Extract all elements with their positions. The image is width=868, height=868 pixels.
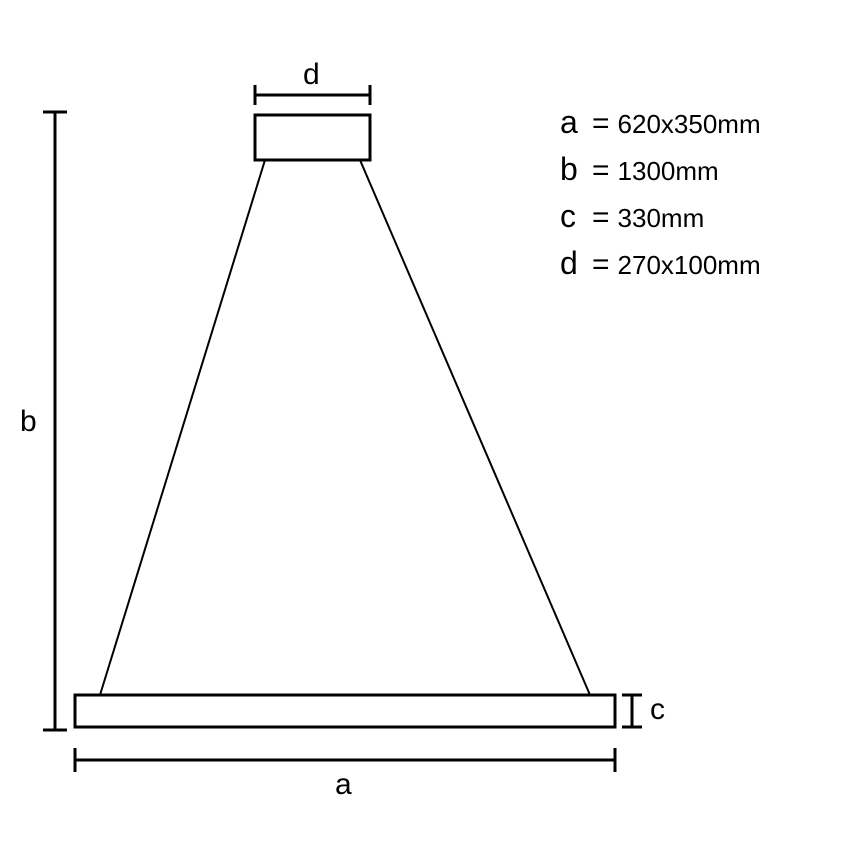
legend-row-d: d = 270x100mm	[560, 241, 761, 286]
legend-val: 270x100mm	[618, 247, 761, 283]
top-box	[255, 115, 370, 160]
legend-row-c: c = 330mm	[560, 194, 761, 239]
label-a: a	[335, 768, 352, 802]
legend-eq: =	[592, 103, 610, 145]
cable-left	[100, 160, 265, 695]
legend-key: a	[560, 100, 588, 145]
legend-val: 620x350mm	[618, 106, 761, 142]
legend-key: c	[560, 194, 588, 239]
label-d: d	[303, 58, 320, 92]
legend-row-b: b = 1300mm	[560, 147, 761, 192]
dim-b	[43, 112, 67, 730]
legend-row-a: a = 620x350mm	[560, 100, 761, 145]
legend-eq: =	[592, 197, 610, 239]
diagram-container: d b c a a = 620x350mm b = 1300mm c = 330…	[0, 0, 868, 868]
cable-right	[360, 160, 590, 695]
legend-val: 330mm	[618, 200, 705, 236]
label-c: c	[650, 693, 665, 727]
label-b: b	[20, 405, 37, 439]
legend-key: b	[560, 147, 588, 192]
dimension-legend: a = 620x350mm b = 1300mm c = 330mm d = 2…	[560, 100, 761, 288]
dim-c	[622, 695, 642, 727]
legend-eq: =	[592, 150, 610, 192]
legend-val: 1300mm	[618, 153, 719, 189]
legend-key: d	[560, 241, 588, 286]
legend-eq: =	[592, 244, 610, 286]
bottom-box	[75, 695, 615, 727]
